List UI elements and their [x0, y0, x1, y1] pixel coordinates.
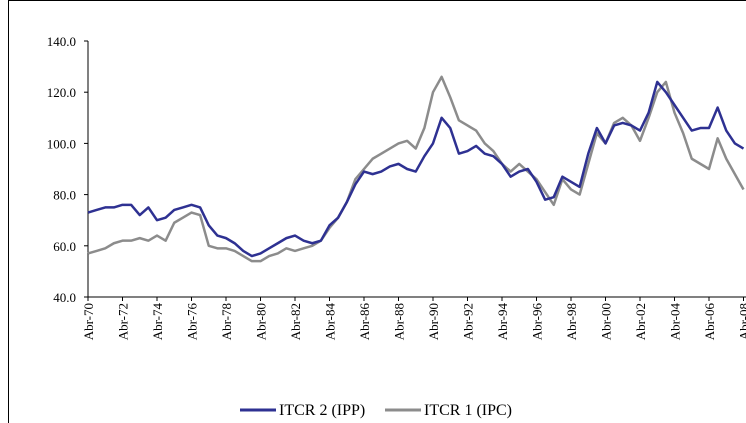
series-line	[87, 80, 745, 258]
x-tick-label: Abr-80	[254, 303, 269, 340]
x-tick-label: Abr-02	[633, 303, 648, 340]
x-tick-label: Abr-04	[668, 303, 683, 341]
x-tick-label: Abr-90	[426, 303, 441, 340]
legend-label: ITCR 2 (IPP)	[279, 402, 365, 419]
x-tick-label: Abr-98	[564, 303, 579, 340]
x-tick-label: Abr-86	[357, 303, 372, 341]
y-tick-label: 80.0	[53, 188, 76, 203]
series-line	[87, 75, 745, 263]
y-tick-label: 40.0	[53, 290, 76, 305]
x-tick-label: Abr-88	[392, 303, 407, 340]
x-tick-label: Abr-92	[461, 303, 476, 340]
x-tick-label: Abr-70	[81, 303, 96, 340]
x-tick-label: Abr-72	[116, 303, 131, 340]
x-tick-label: Abr-76	[185, 303, 200, 341]
y-tick-label: 120.0	[47, 85, 76, 100]
y-tick-label: 100.0	[47, 136, 76, 151]
x-tick-label: Abr-94	[495, 303, 510, 341]
x-tick-label: Abr-06	[702, 303, 717, 341]
x-tick-label: Abr-82	[288, 303, 303, 340]
x-tick-label: Abr-84	[323, 303, 338, 341]
x-tick-label: Abr-08	[737, 303, 746, 340]
x-tick-label: Abr-74	[150, 303, 165, 341]
y-tick-label: 60.0	[53, 239, 76, 254]
y-tick-label: 140.0	[47, 34, 76, 49]
x-tick-label: Abr-00	[599, 303, 614, 340]
x-tick-label: Abr-96	[530, 303, 545, 341]
chart-frame	[8, 0, 746, 423]
legend-label: ITCR 1 (IPC)	[424, 402, 512, 419]
x-tick-label: Abr-78	[219, 303, 234, 340]
